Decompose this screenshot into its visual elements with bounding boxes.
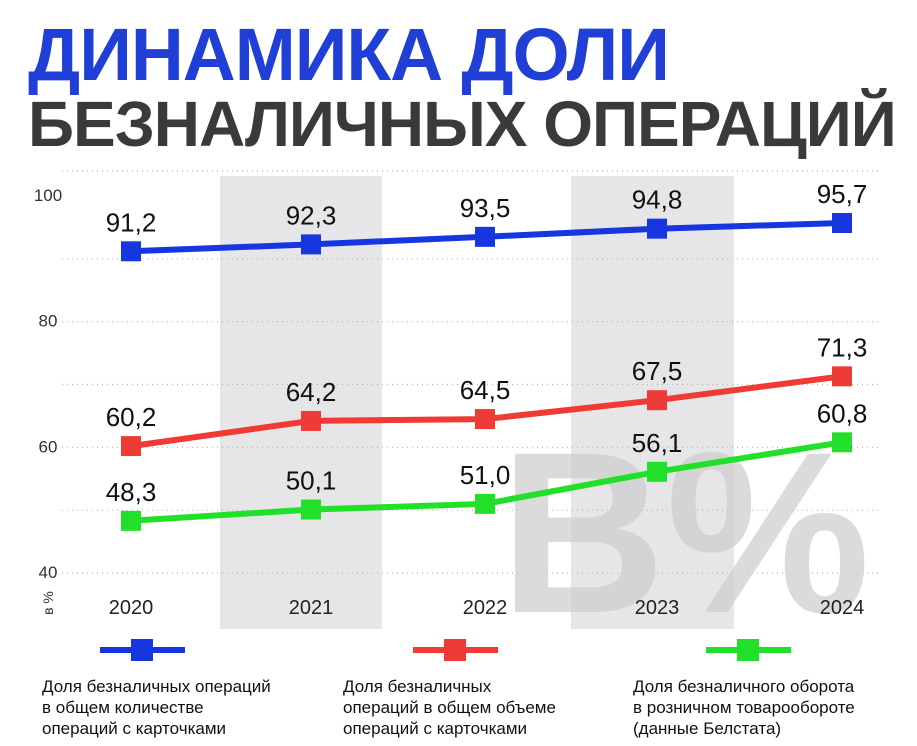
marker-retail-turnover-2024 (832, 432, 852, 453)
x-tick-label-2022: 2022 (463, 597, 508, 619)
y-axis-ticks: 40 60 80 100 (34, 186, 62, 582)
legend-label-retail-turnover: Доля безналичного оборота в розничном то… (633, 677, 855, 738)
data-label-retail-turnover-2024: 60,8 (817, 398, 868, 428)
marker-card-count-2021 (301, 234, 321, 255)
data-label-card-count-2024: 95,7 (817, 179, 868, 209)
chart-title-line2: БЕЗНАЛИЧНЫХ ОПЕРАЦИЙ (28, 88, 897, 160)
data-label-card-count-2022: 93,5 (460, 193, 511, 223)
chart-title-line1: ДИНАМИКА ДОЛИ (28, 13, 670, 96)
x-tick-label-2021: 2021 (289, 597, 334, 619)
year-bands (220, 176, 734, 629)
legend-square-retail-turnover (737, 639, 759, 661)
data-label-card-volume-2021: 64,2 (286, 377, 337, 407)
data-label-card-count-2020: 91,2 (106, 207, 157, 237)
marker-retail-turnover-2020 (121, 510, 141, 531)
y-tick-label-80: 80 (39, 312, 58, 331)
series-card-volume: 60,2 64,2 64,5 67,5 71,3 (106, 332, 868, 457)
x-axis-ticks: 2020 2021 2022 2023 2024 (109, 597, 865, 619)
marker-card-count-2022 (475, 226, 495, 247)
legend-square-card-volume (444, 639, 466, 661)
data-label-retail-turnover-2022: 51,0 (460, 460, 511, 490)
x-tick-label-2024: 2024 (820, 597, 865, 619)
data-label-card-volume-2024: 71,3 (817, 332, 868, 362)
data-label-card-count-2021: 92,3 (286, 200, 337, 230)
marker-card-volume-2020 (121, 436, 141, 457)
y-tick-label-40: 40 (39, 563, 58, 582)
legend-markers (100, 639, 791, 661)
data-label-retail-turnover-2021: 50,1 (286, 466, 337, 496)
marker-card-count-2020 (121, 241, 141, 262)
data-label-card-volume-2022: 64,5 (460, 375, 511, 405)
series-card-count: 91,2 92,3 93,5 94,8 95,7 (106, 179, 868, 262)
marker-card-volume-2021 (301, 410, 321, 431)
data-label-card-volume-2020: 60,2 (106, 402, 157, 432)
data-label-retail-turnover-2023: 56,1 (632, 428, 683, 458)
data-label-card-count-2023: 94,8 (632, 185, 683, 215)
data-label-card-volume-2023: 67,5 (632, 356, 683, 386)
series-retail-turnover: 48,3 50,1 51,0 56,1 60,8 (106, 398, 868, 531)
marker-retail-turnover-2022 (475, 493, 495, 514)
y-axis-label: в % (40, 591, 56, 615)
y-tick-label-60: 60 (39, 437, 58, 456)
legend-square-card-count (131, 639, 153, 661)
marker-card-count-2024 (832, 213, 852, 234)
marker-card-volume-2022 (475, 409, 495, 430)
data-label-retail-turnover-2020: 48,3 (106, 477, 157, 507)
watermark-text: B% (500, 404, 871, 661)
x-tick-label-2020: 2020 (109, 597, 154, 619)
series-group: 91,2 92,3 93,5 94,8 95,7 60,2 64,2 64,5 67,5 71,3… (106, 179, 868, 531)
marker-card-volume-2023 (647, 390, 667, 411)
y-tick-label-100: 100 (34, 186, 62, 205)
marker-retail-turnover-2021 (301, 499, 321, 520)
legend-label-card-count: Доля безналичных операций в общем количе… (42, 677, 271, 738)
marker-card-volume-2024 (832, 366, 852, 387)
marker-card-count-2023 (647, 218, 667, 239)
marker-retail-turnover-2023 (647, 461, 667, 482)
x-tick-label-2023: 2023 (635, 597, 680, 619)
legend-label-card-volume: Доля безналичных операций в общем объеме… (343, 677, 556, 738)
